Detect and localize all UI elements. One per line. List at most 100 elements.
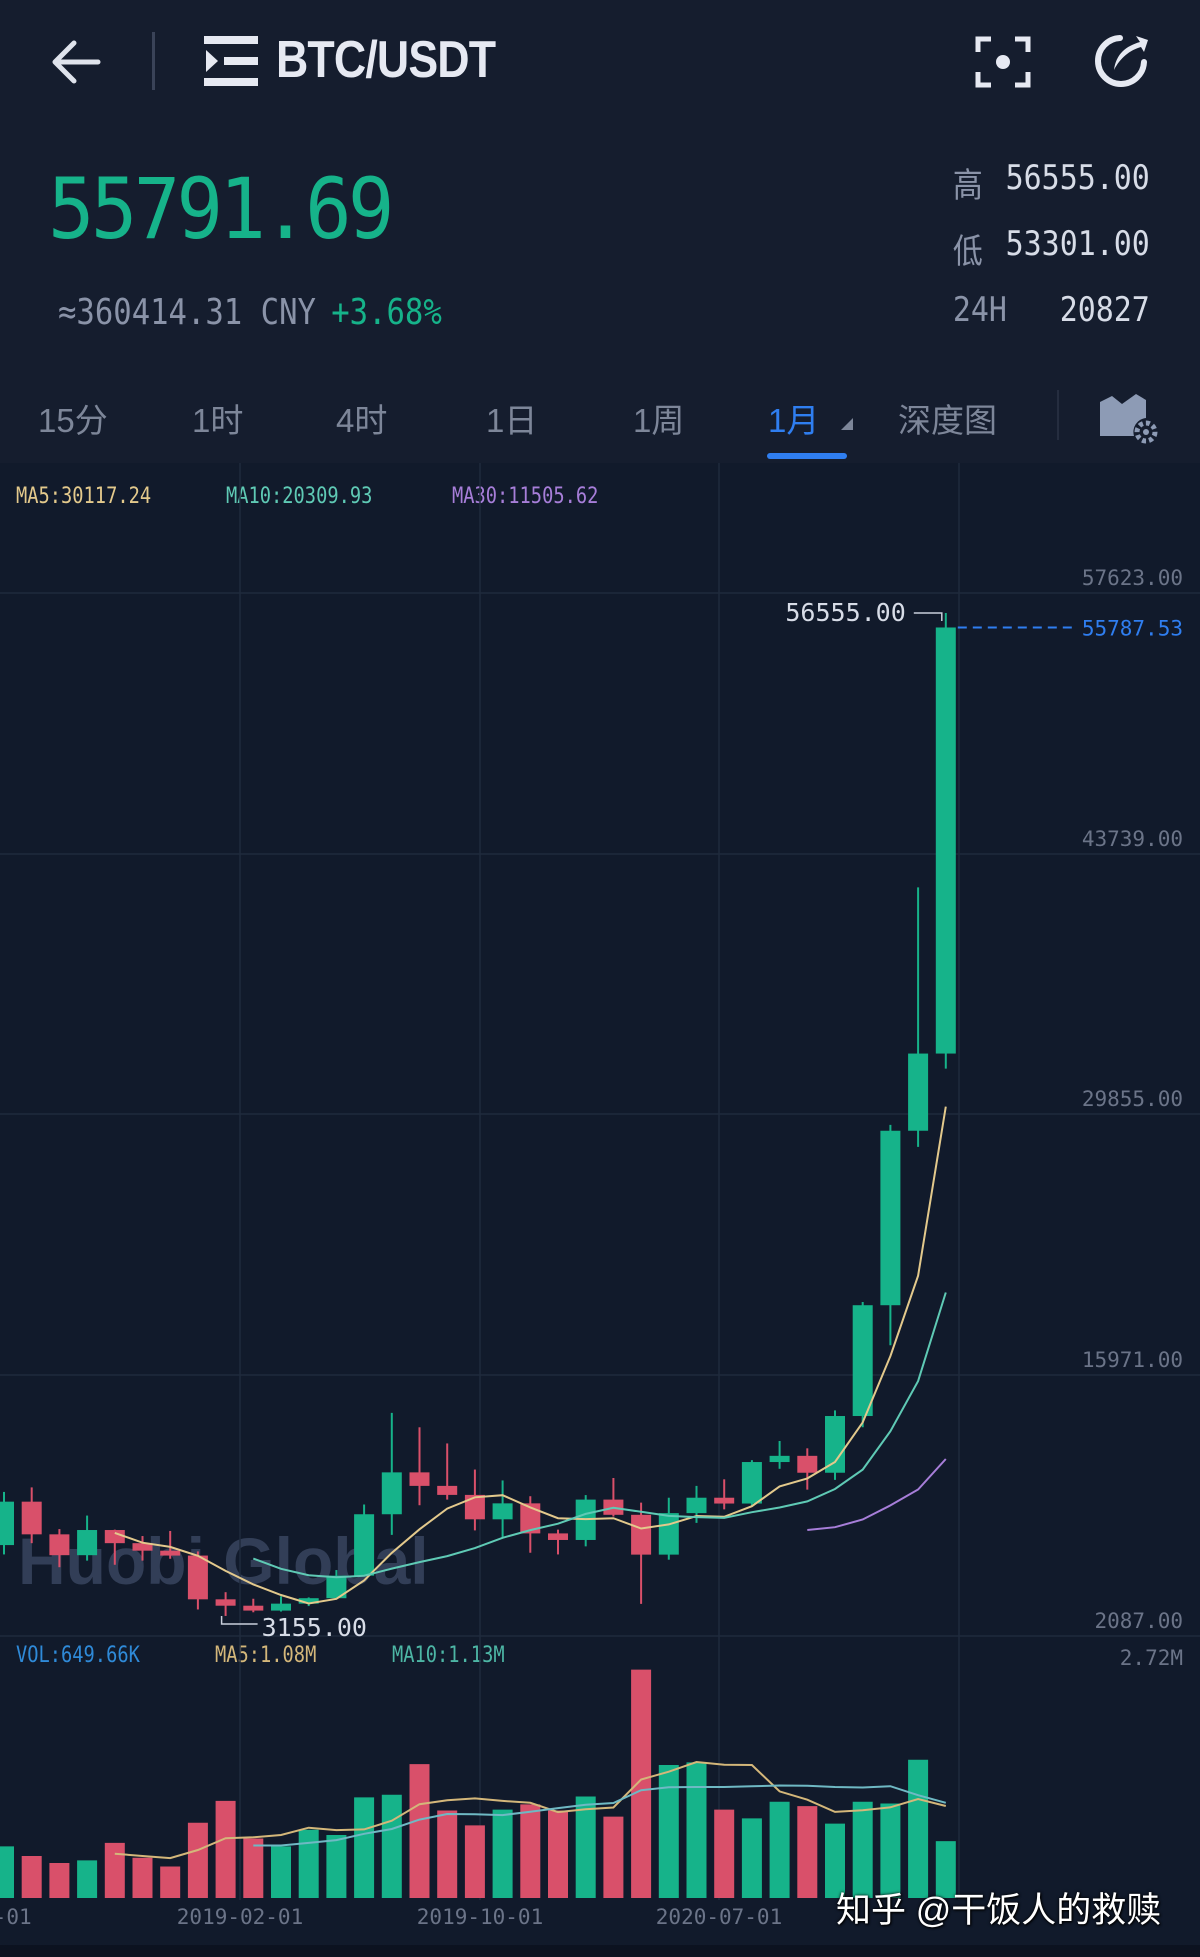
volume-bar bbox=[935, 1841, 956, 1898]
candle-body bbox=[104, 1530, 125, 1544]
candle bbox=[381, 1412, 402, 1535]
volume-bar bbox=[21, 1856, 42, 1898]
price-axis-label: 15971.00 bbox=[1082, 1348, 1183, 1372]
high-stat: 高 56555.00 bbox=[953, 158, 1150, 207]
last-price-label: 55787.53 bbox=[1082, 616, 1183, 640]
candle bbox=[21, 1487, 42, 1544]
back-arrow-icon[interactable] bbox=[48, 34, 104, 90]
divider bbox=[152, 32, 155, 90]
cny-value: ≈360414.31 CNY bbox=[58, 292, 316, 333]
volume-bar bbox=[298, 1829, 319, 1898]
candle bbox=[243, 1598, 264, 1613]
candle-body bbox=[797, 1455, 818, 1473]
candle-body bbox=[0, 1501, 14, 1546]
chart-area[interactable] bbox=[0, 463, 1200, 1945]
volume-bar bbox=[0, 1846, 14, 1898]
volume-24h-stat: 24H 20827 bbox=[953, 290, 1150, 330]
candle-body bbox=[714, 1497, 735, 1504]
tab-1month-label: 1月 bbox=[768, 402, 820, 439]
candle bbox=[603, 1477, 624, 1517]
price-axis-label: 2087.00 bbox=[1094, 1609, 1183, 1633]
zhihu-watermark: 知乎 @干饭人的救赎 bbox=[836, 1891, 1162, 1930]
candle bbox=[326, 1570, 347, 1599]
candle-body bbox=[243, 1605, 264, 1611]
candle-body bbox=[409, 1472, 430, 1486]
candle-body bbox=[77, 1530, 98, 1556]
min-price-label: 3155.00 bbox=[262, 1613, 367, 1642]
high-label: 高 bbox=[953, 166, 984, 206]
candle-body bbox=[437, 1485, 458, 1495]
pair-title[interactable]: BTC/USDT bbox=[276, 31, 496, 89]
volume-bar bbox=[381, 1794, 402, 1898]
volume-bar bbox=[575, 1796, 596, 1898]
interval-tabs: 15分 1时 4时 1日 1周 1月 深度图 bbox=[0, 380, 1200, 464]
candle-body bbox=[381, 1472, 402, 1515]
candle-body bbox=[741, 1462, 762, 1504]
max-price-label: 56555.00 bbox=[785, 598, 905, 627]
volume-bar bbox=[437, 1810, 458, 1898]
candle-body bbox=[631, 1514, 652, 1555]
candle bbox=[409, 1427, 430, 1506]
candle bbox=[852, 1302, 873, 1428]
volume-bar bbox=[686, 1762, 707, 1898]
volume-bar bbox=[520, 1804, 541, 1898]
volume-bar bbox=[271, 1846, 291, 1898]
candle bbox=[187, 1551, 208, 1610]
screenshot-focus-icon[interactable] bbox=[975, 34, 1031, 90]
date-axis-label: 2019-02-01 bbox=[177, 1905, 303, 1929]
tab-1month[interactable]: 1月 bbox=[768, 394, 855, 442]
candle-body bbox=[686, 1497, 707, 1514]
candle bbox=[769, 1441, 790, 1469]
volume-bar bbox=[409, 1764, 430, 1898]
volume-ma10-legend: MA10:1.13M bbox=[392, 1643, 505, 1668]
volume-bar bbox=[492, 1809, 513, 1898]
candle bbox=[548, 1529, 568, 1555]
candle-body bbox=[548, 1533, 568, 1540]
ma30-line bbox=[807, 1458, 947, 1531]
candle bbox=[437, 1443, 458, 1500]
candle-body bbox=[132, 1543, 153, 1551]
volume-bar bbox=[797, 1806, 818, 1898]
candle bbox=[132, 1536, 153, 1561]
tab-1hour[interactable]: 1时 bbox=[192, 402, 244, 439]
tab-1day[interactable]: 1日 bbox=[486, 402, 538, 439]
max-marker-line bbox=[913, 612, 943, 622]
volume-bar bbox=[243, 1838, 264, 1898]
volume-24h-value: 20827 bbox=[1059, 290, 1150, 330]
date-axis-label: 2019-10-01 bbox=[417, 1905, 543, 1929]
volume-bar bbox=[160, 1866, 181, 1898]
price-axis-label: 43739.00 bbox=[1082, 827, 1183, 851]
volume-axis-max-label: 2.72M bbox=[1120, 1646, 1183, 1670]
candle-body bbox=[825, 1416, 845, 1473]
price-cny: ≈360414.31 CNY +3.68% bbox=[58, 292, 442, 333]
candles bbox=[0, 613, 956, 1616]
menu-list-icon[interactable] bbox=[204, 36, 260, 86]
volume-bar bbox=[326, 1835, 347, 1898]
volume-24h-label: 24H bbox=[953, 290, 1008, 330]
tab-4hour[interactable]: 4时 bbox=[336, 402, 388, 439]
candle bbox=[908, 887, 929, 1147]
volume-bars bbox=[0, 1669, 956, 1898]
volume-bar bbox=[104, 1842, 125, 1898]
candle bbox=[271, 1596, 291, 1612]
grid bbox=[0, 463, 1200, 1900]
volume-bar bbox=[825, 1823, 845, 1898]
divider bbox=[1057, 390, 1059, 440]
candle bbox=[298, 1597, 319, 1607]
tab-depth-chart[interactable]: 深度图 bbox=[898, 402, 997, 439]
tab-15min[interactable]: 15分 bbox=[38, 402, 108, 439]
date-axis-label: 2020-07-01 bbox=[656, 1905, 782, 1929]
volume-bar bbox=[132, 1857, 153, 1898]
volume-bar bbox=[354, 1797, 375, 1898]
candle-body bbox=[326, 1575, 347, 1599]
candle bbox=[464, 1469, 485, 1531]
price-axis-label: 57623.00 bbox=[1082, 566, 1183, 590]
chart-settings-icon[interactable] bbox=[1098, 386, 1158, 446]
candle-body bbox=[852, 1305, 873, 1417]
candle bbox=[631, 1502, 652, 1604]
candle bbox=[0, 1491, 14, 1555]
tab-1week[interactable]: 1周 bbox=[633, 402, 685, 439]
share-icon[interactable] bbox=[1090, 30, 1152, 92]
candle bbox=[492, 1480, 513, 1539]
